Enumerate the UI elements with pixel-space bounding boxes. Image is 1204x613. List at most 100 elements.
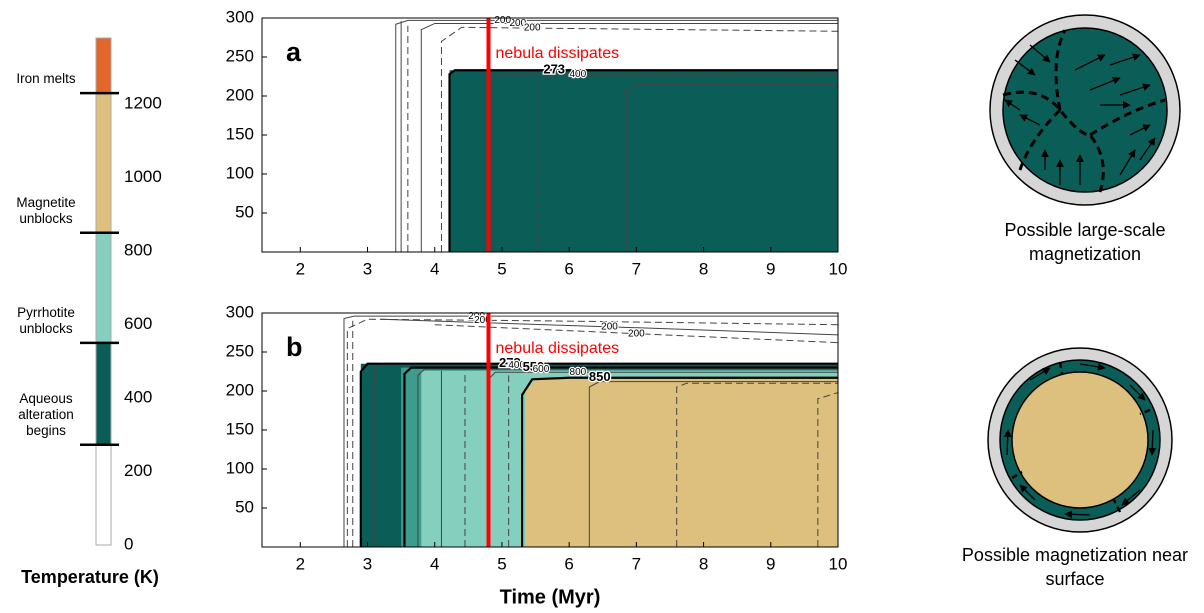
colorbar-tick-label: 400 xyxy=(124,388,152,407)
x-tick-label: 3 xyxy=(363,554,372,573)
arrows xyxy=(1003,363,1157,519)
temperature-region xyxy=(449,70,838,252)
x-tick-label: 7 xyxy=(632,259,641,278)
isoline xyxy=(588,381,838,547)
isoline xyxy=(817,392,838,547)
contour-line xyxy=(346,318,838,547)
x-tick-label: 3 xyxy=(363,259,372,278)
x-tick-label: 2 xyxy=(296,554,305,573)
diagram-large-scale xyxy=(989,14,1181,206)
contour-label: 200 xyxy=(494,15,511,26)
panel-label: a xyxy=(286,37,302,67)
isoline xyxy=(625,83,838,252)
x-tick-label: 5 xyxy=(497,259,506,278)
domain-walls xyxy=(1011,361,1151,513)
color-band xyxy=(96,342,111,445)
y-tick-label: 50 xyxy=(235,202,254,221)
contour-label: 400 xyxy=(508,360,525,371)
colorbar-frame xyxy=(95,37,112,546)
color-band xyxy=(96,38,111,94)
threshold-label: Aqueous alteration begins xyxy=(18,390,74,438)
colorbar-tick-label: 1200 xyxy=(124,94,162,113)
nebula-label: nebula dissipates xyxy=(496,340,620,357)
contour-line xyxy=(448,69,838,252)
x-tick-label: 5 xyxy=(497,554,506,573)
core-region xyxy=(1002,27,1168,193)
interior xyxy=(1011,371,1149,509)
arrows xyxy=(1004,44,1156,185)
contour-line xyxy=(380,318,838,336)
plot-content xyxy=(343,315,838,547)
isoline xyxy=(676,382,838,547)
x-tick-label: 4 xyxy=(430,259,439,278)
domain-walls xyxy=(1002,29,1166,193)
nebula-label: nebula dissipates xyxy=(496,45,620,62)
x-tick-label: 2 xyxy=(296,259,305,278)
isoline xyxy=(538,76,838,252)
contour-label: 200 xyxy=(601,321,618,332)
colorbar-tick-label: 600 xyxy=(124,314,152,333)
contour-line xyxy=(359,362,838,547)
y-tick-label: 150 xyxy=(226,419,254,438)
x-tick-label: 4 xyxy=(430,554,439,573)
temperature-region xyxy=(525,377,838,547)
color-band xyxy=(96,444,111,545)
contour-line xyxy=(403,366,838,547)
contour-line xyxy=(420,22,838,252)
contour-label: 550 xyxy=(523,359,545,374)
threshold-label: Magnetite unblocks xyxy=(16,194,76,226)
contour-label: 200 xyxy=(628,328,645,339)
contour-label: 273 xyxy=(499,355,521,370)
contour-line xyxy=(373,364,838,547)
y-tick-label: 250 xyxy=(226,46,254,65)
contour-line xyxy=(521,376,838,547)
panel-label: b xyxy=(286,332,303,362)
contour-label: 600 xyxy=(533,364,550,375)
color-band xyxy=(96,232,111,343)
diagram-caption: Possible large-scale magnetization xyxy=(1004,220,1166,264)
y-tick-label: 100 xyxy=(226,163,254,182)
x-tick-label: 6 xyxy=(564,259,573,278)
contour-label: 850 xyxy=(589,369,611,384)
y-tick-label: 100 xyxy=(226,458,254,477)
y-tick-label: 200 xyxy=(226,85,254,104)
x-tick-label: 10 xyxy=(829,259,848,278)
y-tick-label: 50 xyxy=(235,497,254,516)
contour-label: 800 xyxy=(570,367,587,378)
contour-line xyxy=(434,324,838,344)
y-tick-label: 150 xyxy=(226,124,254,143)
x-tick-label: 9 xyxy=(766,554,775,573)
contour-label: 400 xyxy=(569,69,586,80)
color-band xyxy=(96,93,111,233)
x-tick-label: 8 xyxy=(699,259,708,278)
diagram-near-surface xyxy=(987,347,1173,533)
plot-content xyxy=(395,19,838,252)
contour-label: 200 xyxy=(524,23,541,34)
colorbar-tick-label: 1000 xyxy=(124,167,162,186)
contour-line xyxy=(395,19,838,252)
colorbar-tick-label: 200 xyxy=(124,461,152,480)
threshold-label: Pyrrhotite unblocks xyxy=(17,304,75,336)
contour-line xyxy=(417,368,838,547)
y-tick-label: 250 xyxy=(226,341,254,360)
diagram-caption: Possible magnetization near surface xyxy=(961,545,1189,589)
contour-label: 273 xyxy=(543,62,565,77)
contour-label: 200 xyxy=(509,18,526,29)
x-axis-label: Time (Myr) xyxy=(500,586,601,608)
contour-line xyxy=(491,73,838,252)
contour-line xyxy=(343,315,838,547)
contour-line xyxy=(440,26,838,252)
x-tick-label: 9 xyxy=(766,259,775,278)
y-tick-label: 300 xyxy=(226,7,254,26)
colorbar-tick-label: 800 xyxy=(124,241,152,260)
colorbar-tick-label: 0 xyxy=(124,534,133,553)
y-tick-label: 300 xyxy=(226,302,254,321)
threshold-label: Iron melts xyxy=(16,71,76,87)
x-tick-label: 6 xyxy=(564,554,573,573)
x-tick-label: 7 xyxy=(632,554,641,573)
y-tick-label: 200 xyxy=(226,380,254,399)
